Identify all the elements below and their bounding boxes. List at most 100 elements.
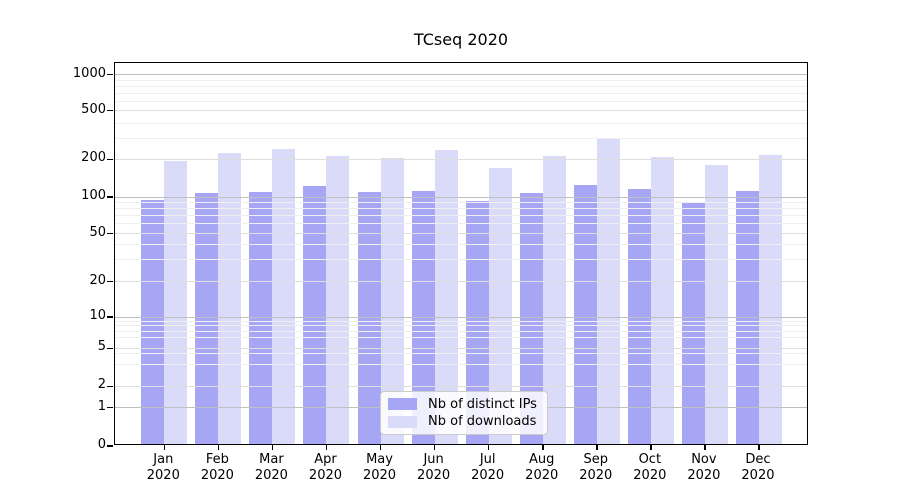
x-tick-mark-feb-2020 (217, 444, 220, 450)
gridline-minor (115, 223, 807, 225)
x-tick-mark-aug-2020 (541, 444, 544, 450)
bar-nb-of-downloads-jul-2020 (488, 168, 512, 444)
gridline-minor (115, 244, 807, 246)
bar-nb-of-distinct-ips-sep-2020 (573, 184, 597, 444)
legend-label-distinct-ips: Nb of distinct IPs (428, 396, 537, 412)
gridline-minor (115, 363, 807, 365)
bar-nb-of-downloads-feb-2020 (218, 153, 242, 444)
legend-item-distinct-ips: Nb of distinct IPs (388, 397, 540, 412)
x-tick-label-feb-2020: Feb 2020 (200, 452, 234, 483)
bar-nb-of-distinct-ips-nov-2020 (681, 201, 705, 444)
x-tick-mark-nov-2020 (704, 444, 706, 450)
y-tick-mark-500 (107, 109, 113, 112)
bar-nb-of-distinct-ips-jan-2020 (141, 199, 165, 444)
gridline-minor (115, 336, 807, 338)
y-tick-mark-0 (107, 445, 113, 447)
y-tick-mark-1000 (107, 73, 113, 76)
y-tick-mark-100 (107, 196, 113, 198)
y-tick-label-1: 1 (97, 398, 106, 414)
gridline-minor (115, 201, 807, 203)
gridline-minor (115, 86, 807, 88)
x-tick-label-jan-2020: Jan 2020 (146, 452, 180, 483)
bar-nb-of-distinct-ips-may-2020 (357, 191, 381, 444)
bar-nb-of-distinct-ips-feb-2020 (195, 193, 219, 444)
x-tick-label-jun-2020: Jun 2020 (417, 452, 451, 483)
y-tick-mark-10 (107, 316, 113, 318)
x-tick-label-mar-2020: Mar 2020 (254, 452, 288, 483)
bar-nb-of-distinct-ips-mar-2020 (249, 192, 273, 444)
gridline-minor (115, 208, 807, 210)
gridline-5 (115, 347, 807, 349)
gridline-minor (115, 352, 807, 354)
legend-item-downloads: Nb of downloads (388, 414, 540, 429)
y-tick-label-500: 500 (81, 101, 106, 117)
gridline-200 (115, 158, 807, 160)
x-tick-label-nov-2020: Nov 2020 (687, 452, 721, 483)
gridline-10 (115, 316, 807, 318)
bar-nb-of-distinct-ips-apr-2020 (303, 185, 327, 444)
x-tick-mark-jun-2020 (433, 444, 436, 450)
x-tick-mark-apr-2020 (325, 444, 328, 450)
x-tick-mark-may-2020 (379, 444, 382, 450)
y-tick-mark-200 (107, 158, 113, 161)
x-tick-label-oct-2020: Oct 2020 (633, 452, 667, 483)
x-tick-mark-mar-2020 (271, 444, 274, 450)
gridline-minor (115, 320, 807, 322)
gridline-minor (115, 93, 807, 95)
y-tick-mark-20 (107, 280, 113, 283)
gridline-minor (115, 101, 807, 103)
y-tick-label-200: 200 (81, 150, 106, 166)
y-tick-label-1000: 1000 (72, 65, 106, 81)
bar-nb-of-distinct-ips-jul-2020 (465, 200, 489, 444)
x-tick-label-sep-2020: Sep 2020 (579, 452, 613, 483)
gridline-minor (115, 215, 807, 217)
y-tick-label-100: 100 (81, 188, 106, 203)
gridline-minor (115, 325, 807, 327)
bar-nb-of-downloads-apr-2020 (326, 155, 350, 444)
gridline-minor (115, 122, 807, 124)
gridline-50 (115, 233, 807, 235)
chart-title: TCseq 2020 (413, 30, 509, 49)
gridline-minor (115, 259, 807, 261)
bar-nb-of-downloads-sep-2020 (596, 139, 620, 444)
x-tick-label-dec-2020: Dec 2020 (741, 452, 775, 483)
gridline-minor (115, 79, 807, 81)
gridline-2 (115, 385, 807, 387)
legend-swatch-downloads (388, 415, 417, 428)
y-tick-mark-50 (107, 232, 113, 235)
gridline-1000 (115, 74, 807, 76)
legend: Nb of distinct IPs Nb of downloads (380, 391, 548, 435)
bar-nb-of-downloads-nov-2020 (704, 164, 728, 444)
x-tick-mark-dec-2020 (758, 444, 760, 450)
bar-nb-of-downloads-aug-2020 (542, 156, 566, 444)
y-tick-mark-2 (107, 385, 113, 388)
y-tick-label-0: 0 (97, 437, 106, 452)
bar-nb-of-downloads-oct-2020 (650, 156, 674, 444)
x-tick-label-aug-2020: Aug 2020 (525, 452, 559, 483)
y-tick-label-20: 20 (89, 272, 106, 288)
x-tick-label-may-2020: May 2020 (362, 452, 397, 483)
bar-nb-of-downloads-mar-2020 (272, 148, 296, 444)
bar-nb-of-distinct-ips-aug-2020 (519, 192, 543, 444)
bar-nb-of-downloads-may-2020 (380, 158, 404, 444)
y-tick-mark-5 (107, 347, 113, 350)
gridline-20 (115, 281, 807, 282)
x-tick-mark-jul-2020 (487, 444, 490, 450)
gridline-100 (115, 196, 807, 198)
x-tick-label-jul-2020: Jul 2020 (471, 452, 505, 483)
x-tick-label-apr-2020: Apr 2020 (308, 452, 343, 483)
y-tick-label-2: 2 (97, 377, 106, 393)
y-tick-label-10: 10 (89, 308, 106, 323)
gridline-minor (115, 138, 807, 140)
bar-nb-of-downloads-dec-2020 (758, 155, 782, 444)
y-tick-label-5: 5 (97, 339, 106, 355)
legend-swatch-distinct-ips (388, 398, 417, 411)
x-tick-mark-sep-2020 (595, 444, 598, 450)
gridline-500 (115, 110, 807, 111)
y-tick-mark-1 (107, 406, 113, 409)
x-tick-mark-oct-2020 (650, 444, 652, 450)
plot-area (107, 62, 808, 450)
x-tick-mark-jan-2020 (163, 444, 166, 450)
y-tick-label-50: 50 (89, 224, 106, 240)
